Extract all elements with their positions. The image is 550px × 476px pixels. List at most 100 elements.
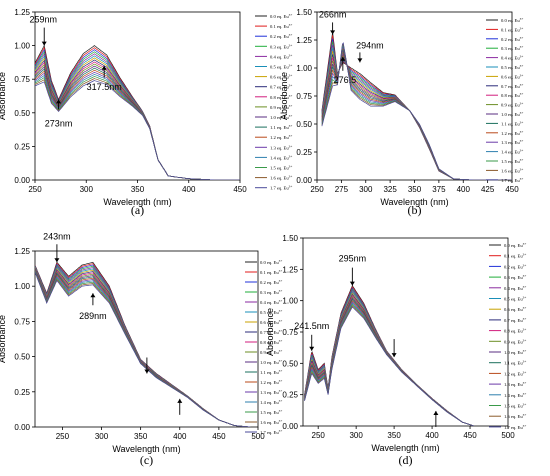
- legend-entry: 1.5 eq. Eu3+: [260, 409, 282, 415]
- legend-entry: 1.3 eq. Eu3+: [501, 139, 523, 145]
- series-group: [321, 32, 512, 180]
- series-line: [321, 44, 512, 180]
- legend-entry: 0.0 eq. Eu3+: [270, 13, 292, 19]
- annotation-label: 266nm: [319, 9, 347, 19]
- plot-frame: [316, 11, 513, 181]
- y-tick-label: 0.50: [296, 120, 312, 129]
- legend-entry: 0.8 eq. Eu3+: [501, 92, 523, 98]
- legend-entry: 0.3 eq. Eu3+: [260, 289, 282, 295]
- x-tick-label: 400: [173, 432, 187, 441]
- legend-entry: 1.2 eq. Eu3+: [270, 134, 292, 140]
- annotation-arrowhead: [54, 258, 60, 263]
- y-tick-label: 0.25: [282, 391, 298, 400]
- series-group: [304, 284, 474, 426]
- legend-entry: 0.4 eq. Eu3+: [260, 299, 282, 305]
- chart-panel-3: 250 300 350 400 450 500 0.00 0.25 0.50 0.75 1.00 1.…: [0, 231, 282, 467]
- y-tick-label: 0.25: [296, 148, 312, 157]
- y-axis-title: Absorbance: [0, 315, 7, 363]
- legend-entry: 0.6 eq. Eu3+: [260, 319, 282, 325]
- chart-panel-4: 250 300 350 400 450 500 0.00 0.25 0.50 0.75 1.00 1.…: [265, 234, 526, 467]
- x-tick-label: 450: [463, 431, 477, 440]
- y-tick-label: 0.75: [296, 92, 312, 101]
- legend-entry: 0.7 eq. Eu3+: [504, 317, 526, 323]
- series-line: [304, 295, 474, 426]
- series-line: [321, 32, 512, 180]
- x-tick-label: 250: [56, 432, 70, 441]
- panel-label: (a): [131, 203, 144, 217]
- plot-frame: [34, 250, 259, 428]
- x-tick-label: 300: [359, 185, 373, 194]
- chart-panel-1: 250 300 350 400 450 0.00 0.25 0.50 0.75 1.00 1.25 W…: [0, 8, 292, 217]
- series-line: [321, 43, 512, 180]
- annotation-arrowhead: [56, 99, 62, 104]
- legend-entry: 1.5 eq. Eu3+: [501, 158, 523, 164]
- plot-frame: [302, 237, 509, 427]
- annotation-arrowhead: [433, 410, 439, 415]
- legend-entry: 0.3 eq. Eu3+: [270, 43, 292, 49]
- legend-entry: 1.1 eq. Eu3+: [270, 124, 292, 130]
- legend-entry: 1.6 eq. Eu3+: [501, 167, 523, 173]
- legend-entry: 1.5 eq. Eu3+: [504, 403, 526, 409]
- legend-entry: 0.0 eq. Eu3+: [501, 17, 523, 23]
- annotation-arrowhead: [391, 353, 397, 358]
- legend-entry: 0.0 eq. Eu3+: [504, 242, 526, 248]
- legend-entry: 0.2 eq. Eu3+: [270, 33, 292, 39]
- legend-entry: 0.2 eq. Eu3+: [260, 279, 282, 285]
- legend-entry: 1.2 eq. Eu3+: [501, 130, 523, 136]
- legend-entry: 0.0 eq. Eu3+: [260, 259, 282, 265]
- series-line: [35, 271, 251, 427]
- y-tick-label: 0.50: [282, 359, 298, 368]
- annotation-label: 294nm: [356, 40, 384, 50]
- x-tick-label: 300: [80, 185, 94, 194]
- annotation-arrowhead: [309, 346, 315, 351]
- legend-entry: 1.4 eq. Eu3+: [504, 392, 526, 398]
- x-axis-title: Wavelength (nm): [380, 197, 448, 207]
- legend-entry: 0.1 eq. Eu3+: [501, 26, 523, 32]
- y-tick-label: 0.75: [14, 75, 30, 84]
- x-tick-label: 300: [349, 431, 363, 440]
- chart-panel-2: 250 275 300 325 350 375 400 425 450 0.00 0.25 0.50 0…: [279, 8, 523, 217]
- legend-entry: 0.7 eq. Eu3+: [260, 329, 282, 335]
- legend-entry: 1.7 eq. Eu3+: [501, 177, 523, 183]
- x-tick-label: 350: [408, 185, 422, 194]
- legend-entry: 1.4 eq. Eu3+: [501, 149, 523, 155]
- legend-entry: 0.8 eq. Eu3+: [270, 94, 292, 100]
- legend-entry: 0.5 eq. Eu3+: [501, 64, 523, 70]
- series-line: [321, 45, 512, 180]
- x-tick-label: 400: [425, 431, 439, 440]
- y-tick-label: 0.75: [282, 328, 298, 337]
- series-line: [321, 44, 512, 180]
- series-line: [304, 289, 474, 426]
- legend-entry: 0.5 eq. Eu3+: [504, 296, 526, 302]
- annotation-label: 241.5nm: [294, 321, 329, 331]
- y-tick-label: 0.75: [14, 317, 30, 326]
- series-line: [304, 292, 474, 426]
- legend-entry: 1.2 eq. Eu3+: [260, 379, 282, 385]
- legend-entry: 1.0 eq. Eu3+: [504, 349, 526, 355]
- legend-entry: 1.3 eq. Eu3+: [504, 381, 526, 387]
- legend-entry: 0.5 eq. Eu3+: [260, 309, 282, 315]
- legend-entry: 0.9 eq. Eu3+: [504, 338, 526, 344]
- y-tick-label: 1.00: [14, 42, 30, 51]
- legend-entry: 0.7 eq. Eu3+: [270, 84, 292, 90]
- y-axis-title: Absorbance: [265, 308, 275, 356]
- legend-entry: 0.1 eq. Eu3+: [270, 23, 292, 29]
- x-tick-label: 350: [387, 431, 401, 440]
- annotation-arrowhead: [340, 56, 346, 61]
- legend-entry: 0.4 eq. Eu3+: [501, 55, 523, 61]
- x-tick-label: 500: [501, 431, 515, 440]
- series-line: [304, 297, 474, 426]
- legend-entry: 1.3 eq. Eu3+: [270, 144, 292, 150]
- legend-entry: 1.0 eq. Eu3+: [260, 359, 282, 365]
- legend-entry: 0.9 eq. Eu3+: [260, 349, 282, 355]
- panel-label: (d): [399, 453, 413, 467]
- x-axis-title: Wavelength (nm): [103, 197, 171, 207]
- annotation-label: 317.5nm: [87, 82, 122, 92]
- legend-entry: 0.1 eq. Eu3+: [504, 253, 526, 259]
- x-tick-label: 350: [134, 432, 148, 441]
- series-line: [304, 296, 474, 426]
- legend-entry: 0.2 eq. Eu3+: [501, 36, 523, 42]
- y-tick-label: 1.25: [296, 36, 312, 45]
- x-tick-label: 350: [131, 185, 145, 194]
